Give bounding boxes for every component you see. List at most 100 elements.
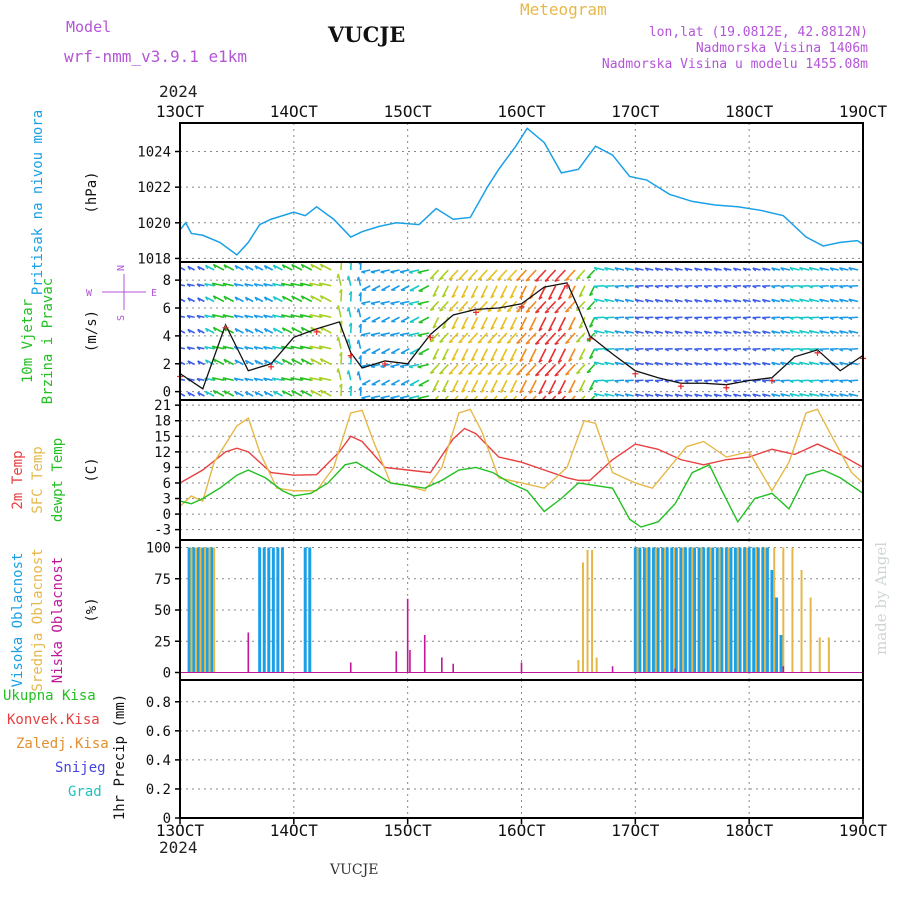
wind-arrow [467, 269, 479, 281]
wind-arrow-head [614, 317, 619, 321]
cloud-bar [702, 547, 706, 673]
wind-arrow-head [752, 285, 757, 289]
wind-arrow-head [291, 327, 295, 332]
wind-arrow [234, 283, 244, 287]
cloud-bar [262, 547, 266, 673]
wind-arrow-head [544, 373, 550, 377]
wind-arrow-head [604, 393, 609, 397]
wind-side-label: Brzina i Pravac [40, 278, 56, 404]
wind-arrow-head [233, 314, 238, 319]
wind-arrow [564, 363, 576, 376]
wind-arrow [337, 273, 342, 286]
wind-unit-label: (m/s) [84, 310, 100, 352]
wind-arrow-head [752, 317, 757, 321]
wind-arrow [463, 395, 469, 400]
wind-arrow-head [554, 310, 559, 314]
wind-arrow-head [654, 362, 659, 366]
wind-arrow [213, 326, 225, 334]
wind-arrow-head [281, 264, 286, 269]
wind-arrow-head [674, 285, 679, 289]
wind-arrow [400, 379, 410, 386]
wind-arrow-head [723, 285, 728, 289]
wind-arrow-head [604, 285, 609, 289]
wind-arrow [281, 327, 293, 334]
wind-arrow [568, 316, 576, 331]
wind-gust-marker [768, 377, 775, 384]
wind-arrow [244, 283, 254, 287]
wind-arrow [370, 363, 381, 368]
wind-arrow [408, 269, 420, 273]
wind-arrow [291, 295, 303, 303]
wind-gust-marker [427, 334, 434, 341]
wind-arrow-head [244, 283, 249, 288]
wind-arrow-head [732, 317, 738, 321]
wind-arrow-head [197, 329, 201, 334]
wind-arrow-head [417, 334, 422, 338]
cloud-bar [800, 570, 803, 673]
wind-arrow [361, 300, 371, 305]
wind-arrow-head [346, 338, 350, 343]
bottom-year-label: 2024 [159, 838, 198, 857]
wind-arrow [789, 267, 800, 271]
wind-arrow [263, 283, 273, 287]
compass-west: W [86, 288, 93, 299]
wind-arrow-head [281, 390, 286, 395]
cloud-bar [213, 547, 216, 673]
wind-arrow-head [390, 271, 395, 274]
wind-arrow [780, 298, 791, 303]
wind-arrow [509, 285, 518, 299]
wind-arrow-head [614, 267, 619, 272]
wind-arrow [477, 300, 488, 312]
wind-arrow [808, 379, 820, 382]
wind-arrow [319, 295, 332, 303]
wind-arrow-head [338, 383, 343, 388]
wind-arrow [234, 327, 244, 334]
wind-arrow [310, 263, 322, 271]
wind-arrow-head [694, 285, 699, 289]
wind-arrow-head [525, 373, 531, 376]
wind-arrow-head [544, 342, 550, 345]
wind-arrow-head [244, 377, 249, 382]
wind-arrow-head [439, 277, 444, 280]
pressure-line [179, 127, 864, 256]
cloud-bar [192, 547, 196, 673]
cloud-bar [709, 547, 712, 673]
wind-arrow-head [799, 393, 803, 397]
temp-line-0 [179, 427, 864, 484]
wind-arrow [180, 360, 186, 366]
wind-arrow [319, 313, 332, 319]
wind-arrow [400, 316, 410, 323]
wind-arrow-head [399, 397, 405, 400]
wind-arrow-head [222, 377, 227, 382]
cloud-bar [204, 547, 207, 673]
wind-arrow-head [576, 277, 581, 280]
wind-arrow-head [500, 295, 505, 299]
wind-arrow [290, 345, 303, 350]
wind-arrow-head [538, 391, 543, 395]
cloud-bar [770, 570, 774, 673]
wind-arrow-head [212, 327, 217, 332]
wind-arrow-head [829, 393, 834, 398]
wind-gust-marker [518, 303, 525, 310]
wind-arrow-head [839, 330, 843, 335]
wind-arrow-head [535, 342, 540, 345]
cloud-ytick-label: 25 [154, 634, 171, 650]
wind-arrow [554, 332, 566, 345]
wind-arrow [451, 285, 459, 298]
wind-arrow [848, 330, 859, 334]
wind-arrow [528, 379, 537, 394]
wind-arrow-head [593, 348, 598, 352]
cloud-bar [756, 547, 760, 673]
wind-arrow-head [732, 348, 738, 352]
wind-arrow-head [271, 283, 276, 287]
wind-arrow-head [548, 296, 553, 301]
wind-arrow-head [477, 340, 483, 344]
wind-arrow-head [634, 348, 639, 352]
wind-arrow-head [529, 359, 534, 363]
wind-arrow-head [839, 267, 843, 272]
cloud-bar [827, 637, 830, 673]
wind-arrow-head [780, 393, 785, 398]
wind-arrow [361, 348, 371, 354]
temperature-ytick-label: 3 [163, 492, 171, 508]
temperature-ytick-label: 15 [154, 429, 171, 445]
